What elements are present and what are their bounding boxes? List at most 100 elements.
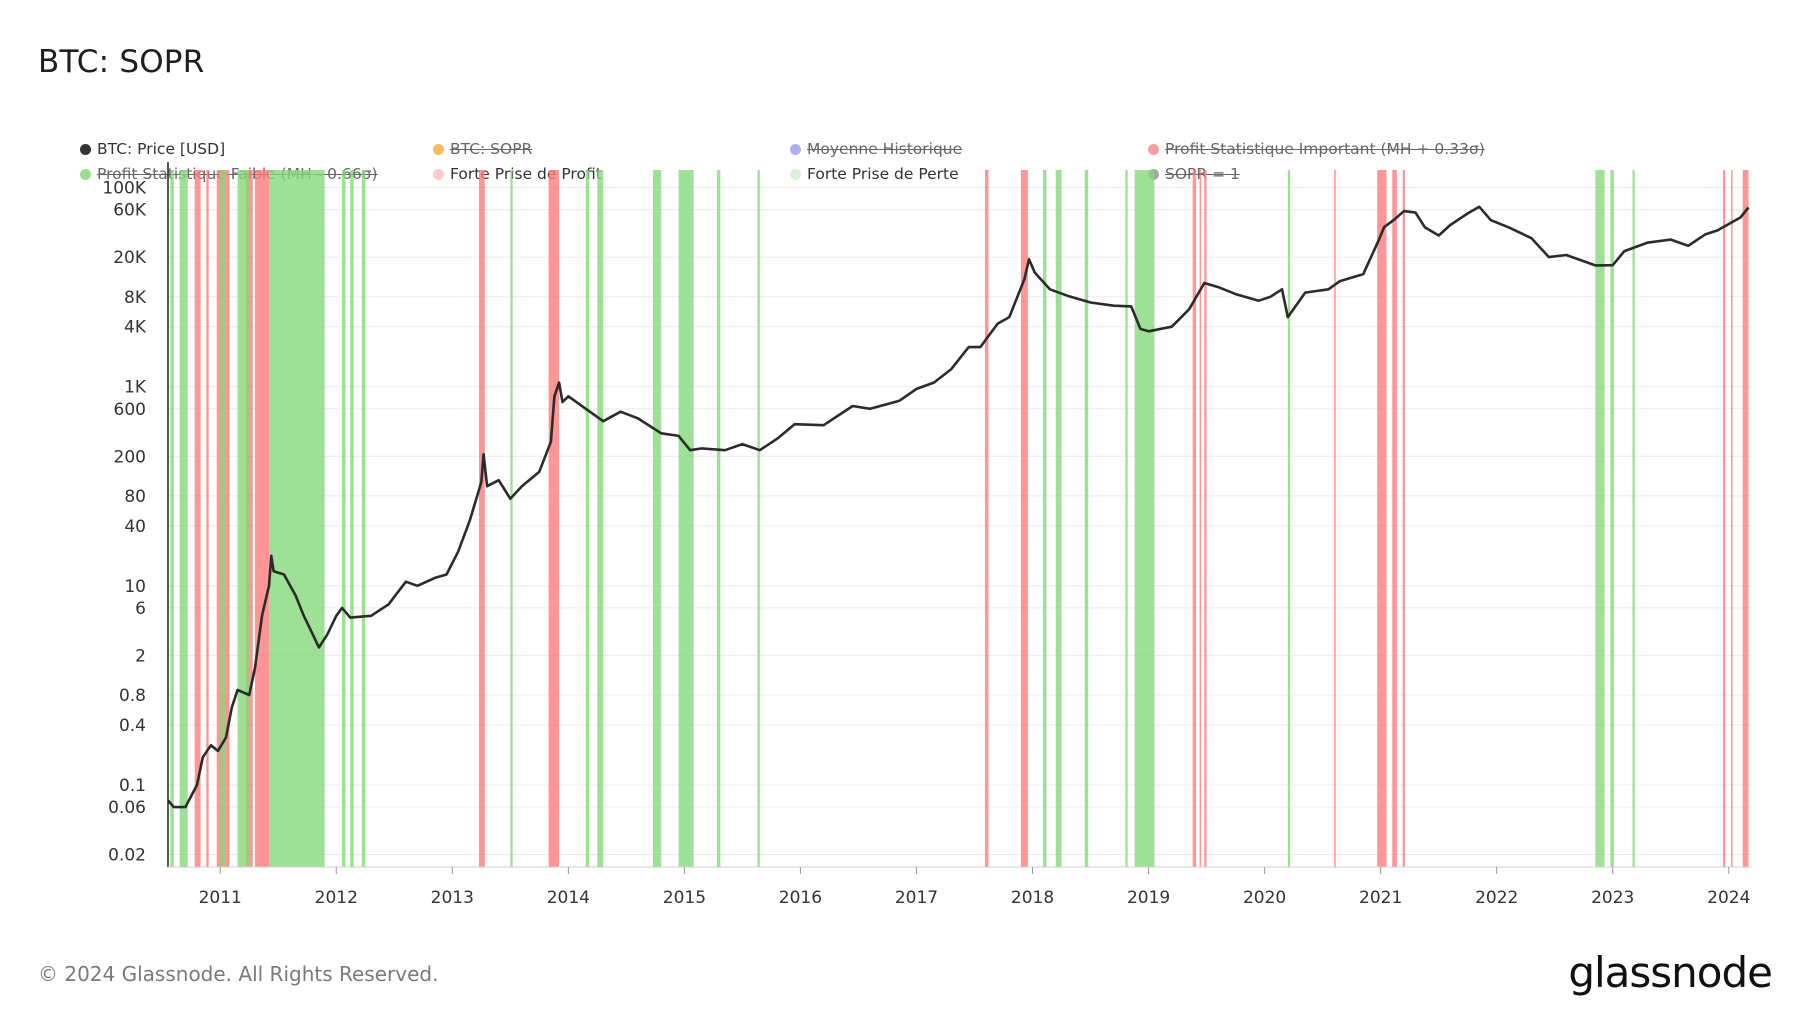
legend-dot-icon — [790, 143, 801, 155]
y-tick-label: 1K — [124, 378, 147, 398]
loss-band — [237, 170, 250, 867]
legend-label: Moyenne Historique — [807, 140, 963, 158]
loss-band — [678, 170, 694, 867]
legend-item-forte-prise-perte[interactable]: Forte Prise de Perte — [790, 165, 959, 183]
y-tick-label: 8K — [124, 288, 147, 308]
y-axis-labels: 100K60K20K8K4K1K600200804010620.80.40.10… — [102, 179, 146, 866]
y-tick-label: 6 — [135, 599, 146, 619]
profit-band — [984, 170, 989, 867]
x-tick-label: 2020 — [1243, 888, 1286, 908]
loss-band — [220, 170, 227, 867]
x-tick-label: 2023 — [1591, 888, 1634, 908]
copyright-text: © 2024 Glassnode. All Rights Reserved. — [38, 962, 439, 986]
legend-item-profit-important[interactable]: Profit Statistique Important (MH + 0.33σ… — [1148, 140, 1485, 158]
profit-band — [194, 170, 201, 867]
legend-dot-icon — [80, 168, 91, 180]
y-tick-label: 0.4 — [119, 716, 146, 736]
x-tick-label: 2019 — [1127, 888, 1170, 908]
legend-dot-icon — [433, 168, 444, 180]
profit-band — [1402, 170, 1406, 867]
loss-band — [757, 170, 760, 867]
loss-band — [1134, 170, 1155, 867]
loss-band — [1084, 170, 1089, 867]
profit-band — [478, 170, 485, 867]
legend-label: Profit Statistique Important (MH + 0.33σ… — [1165, 140, 1485, 158]
legend-label: Forte Prise de Profit — [450, 165, 602, 183]
y-tick-label: 80 — [124, 487, 146, 507]
page-title: BTC: SOPR — [38, 44, 205, 80]
y-tick-label: 100K — [102, 179, 146, 199]
loss-band — [1632, 170, 1635, 867]
loss-band — [179, 170, 188, 867]
legend-item-historical-mean[interactable]: Moyenne Historique — [790, 140, 962, 158]
x-tick-label: 2013 — [431, 888, 474, 908]
profit-band — [1192, 170, 1197, 867]
x-tick-label: 2016 — [779, 888, 822, 908]
legend-dot-icon — [790, 168, 801, 180]
loss-band — [361, 170, 366, 867]
legend-dot-icon — [1148, 143, 1159, 155]
x-tick-label: 2017 — [895, 888, 938, 908]
loss-band — [170, 170, 174, 867]
loss-band — [350, 170, 354, 867]
loss-band — [268, 170, 325, 867]
legend-label: Forte Prise de Perte — [807, 165, 959, 183]
signal-bands — [170, 170, 1749, 867]
glassnode-logo: glassnode — [1568, 948, 1773, 997]
loss-band — [1287, 170, 1291, 867]
y-tick-label: 10 — [124, 577, 146, 597]
y-tick-label: 0.02 — [108, 846, 146, 866]
profit-band — [1020, 170, 1028, 867]
x-tick-label: 2015 — [663, 888, 706, 908]
legend-label: SOPR = 1 — [1165, 165, 1240, 183]
x-tick-label: 2022 — [1475, 888, 1518, 908]
legend-item-forte-prise-profit[interactable]: Forte Prise de Profit — [433, 165, 602, 183]
y-tick-label: 600 — [114, 400, 146, 420]
profit-band — [548, 170, 560, 867]
legend-item-price[interactable]: BTC: Price [USD] — [80, 140, 225, 158]
y-tick-label: 20K — [113, 248, 147, 268]
legend-dot-icon — [433, 143, 444, 155]
x-tick-label: 2021 — [1359, 888, 1402, 908]
y-tick-label: 0.06 — [108, 798, 146, 818]
y-tick-label: 4K — [124, 318, 147, 338]
y-tick-label: 40 — [124, 517, 146, 537]
profit-band — [1204, 170, 1207, 867]
x-tick-label: 2014 — [547, 888, 590, 908]
profit-band — [1731, 170, 1733, 867]
loss-band — [585, 170, 590, 867]
profit-band — [1742, 170, 1749, 867]
profit-band — [1199, 170, 1202, 867]
loss-band — [653, 170, 662, 867]
x-tick-label: 2011 — [199, 888, 242, 908]
y-tick-label: 200 — [114, 447, 146, 467]
loss-band — [1610, 170, 1614, 867]
profit-band — [255, 170, 269, 867]
axes — [167, 162, 1752, 874]
legend-item-sopr[interactable]: BTC: SOPR — [433, 140, 532, 158]
profit-band — [1334, 170, 1336, 867]
loss-band — [342, 170, 346, 867]
loss-band — [1042, 170, 1047, 867]
y-tick-label: 60K — [113, 201, 147, 221]
x-axis-labels: 2011 2012 2013 2014 2015 2016 2017 2018 2019 2020… — [199, 888, 1751, 908]
legend-label: BTC: Price [USD] — [97, 140, 226, 158]
y-tick-label: 0.1 — [119, 776, 146, 796]
grid-lines — [168, 187, 1752, 856]
price-series — [167, 205, 1750, 809]
loss-band — [1055, 170, 1062, 867]
legend-dot-icon — [80, 143, 91, 155]
loss-band — [597, 170, 604, 867]
profit-band — [1377, 170, 1387, 867]
profit-band — [1392, 170, 1397, 867]
profit-band — [1722, 170, 1726, 867]
y-tick-label: 2 — [135, 646, 146, 666]
legend-label: BTC: SOPR — [450, 140, 533, 158]
y-tick-label: 0.8 — [119, 686, 146, 706]
x-tick-label: 2012 — [315, 888, 358, 908]
loss-band — [1595, 170, 1605, 867]
profit-band — [206, 170, 209, 867]
loss-band — [1125, 170, 1128, 867]
loss-band — [510, 170, 513, 867]
